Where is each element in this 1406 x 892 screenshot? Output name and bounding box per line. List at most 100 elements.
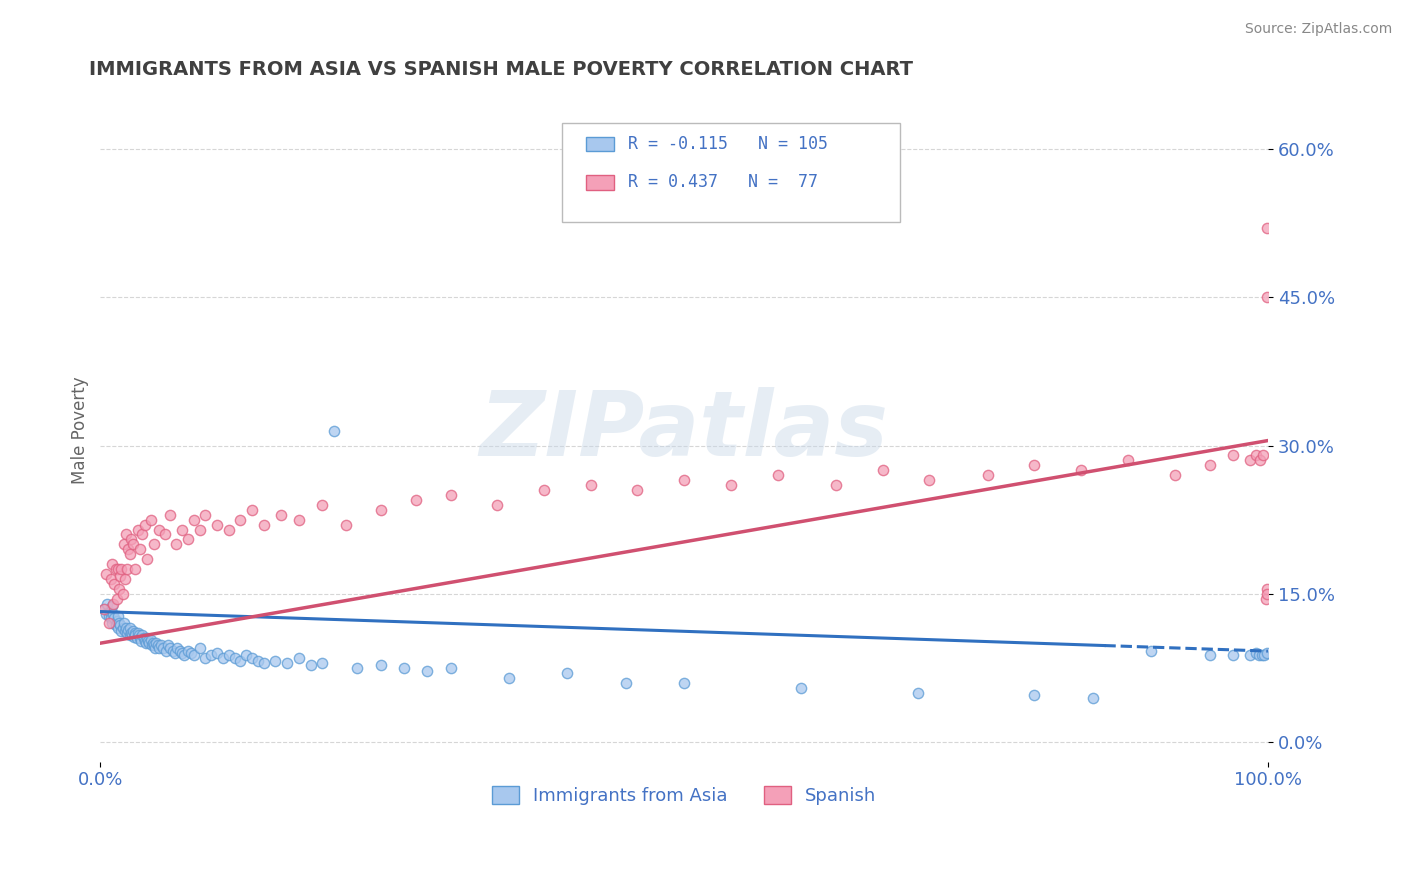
Point (117, 624, 139, 638)
Point (136, 552, 159, 566)
Point (1081, 690, 1104, 705)
Point (129, 632, 152, 646)
Point (122, 624, 145, 639)
Point (1198, 458, 1220, 473)
Point (97, 616, 120, 631)
Point (405, 492, 427, 507)
Point (673, 675, 696, 690)
Point (246, 654, 269, 668)
Point (1239, 453, 1261, 467)
Point (212, 651, 235, 665)
Point (139, 513, 162, 527)
Point (183, 513, 205, 527)
Point (276, 656, 298, 670)
Text: ZIPatlas: ZIPatlas (479, 387, 889, 475)
Point (141, 638, 163, 652)
Point (218, 523, 240, 537)
Point (720, 478, 742, 492)
Point (115, 562, 138, 576)
Legend: Immigrants from Asia, Spanish: Immigrants from Asia, Spanish (485, 779, 884, 813)
Point (127, 523, 149, 537)
Point (110, 562, 132, 576)
Point (145, 636, 167, 650)
Point (1251, 449, 1274, 463)
Point (103, 597, 125, 611)
Point (177, 644, 200, 658)
Point (288, 651, 311, 665)
Text: R = -0.115   N = 105: R = -0.115 N = 105 (628, 135, 828, 153)
Point (100, 611, 122, 625)
Point (100, 572, 122, 586)
Point (148, 523, 170, 537)
Point (142, 636, 165, 650)
Point (139, 633, 162, 648)
Point (188, 641, 211, 656)
Point (110, 624, 132, 639)
Point (115, 527, 138, 541)
Point (173, 648, 195, 662)
Point (270, 508, 292, 522)
Point (311, 498, 333, 512)
Point (120, 533, 142, 547)
Point (120, 626, 142, 640)
Y-axis label: Male Poverty: Male Poverty (72, 377, 89, 484)
Point (108, 618, 131, 632)
Point (1256, 587, 1278, 601)
Point (103, 577, 125, 591)
Point (129, 542, 152, 557)
Point (194, 508, 217, 522)
Point (1249, 453, 1271, 467)
Point (392, 661, 415, 675)
Point (96, 607, 118, 621)
Point (253, 517, 276, 532)
Point (240, 651, 263, 665)
Point (114, 624, 136, 639)
Point (918, 473, 941, 487)
Point (416, 664, 439, 678)
Point (124, 628, 146, 642)
Point (108, 569, 131, 583)
Point (224, 651, 246, 665)
Point (159, 641, 181, 656)
Point (152, 641, 174, 656)
Point (200, 648, 222, 662)
Point (107, 562, 129, 576)
Point (103, 607, 125, 621)
Point (93, 601, 115, 615)
Point (96, 597, 118, 611)
Point (115, 626, 138, 640)
Point (1140, 644, 1163, 658)
Text: IMMIGRANTS FROM ASIA VS SPANISH MALE POVERTY CORRELATION CHART: IMMIGRANTS FROM ASIA VS SPANISH MALE POV… (89, 60, 912, 78)
Point (122, 537, 145, 551)
FancyBboxPatch shape (561, 123, 900, 222)
Point (108, 582, 131, 596)
Point (172, 523, 194, 537)
Point (299, 657, 322, 672)
Point (1256, 290, 1278, 304)
Point (614, 675, 637, 690)
Point (153, 527, 176, 541)
Point (107, 621, 129, 635)
Point (98, 605, 121, 619)
Point (118, 547, 141, 561)
Point (112, 537, 135, 551)
Point (1244, 646, 1267, 660)
Point (114, 572, 136, 586)
Point (1163, 468, 1185, 483)
Point (131, 628, 153, 642)
Point (1256, 582, 1278, 596)
Point (235, 648, 257, 662)
Point (105, 591, 128, 606)
Point (1244, 449, 1267, 463)
Point (131, 527, 153, 541)
Point (1247, 648, 1270, 662)
Point (240, 502, 263, 516)
Point (166, 641, 188, 656)
Point (97, 608, 120, 623)
Point (105, 615, 128, 629)
Point (766, 468, 789, 483)
Point (1251, 648, 1274, 662)
Point (218, 648, 240, 662)
Point (107, 608, 129, 623)
FancyBboxPatch shape (586, 175, 614, 190)
